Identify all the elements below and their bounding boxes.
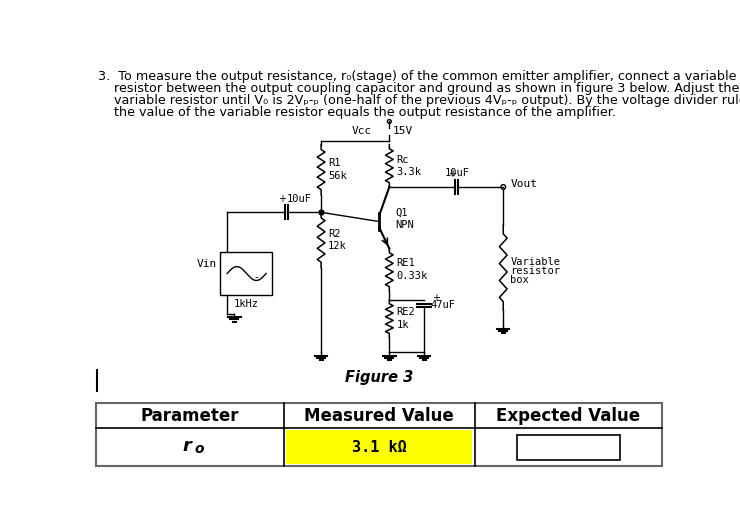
Text: 47uF: 47uF <box>431 301 455 311</box>
Text: +: + <box>432 293 440 303</box>
Text: resistor between the output coupling capacitor and ground as shown in figure 3 b: resistor between the output coupling cap… <box>98 82 739 95</box>
Text: Measured Value: Measured Value <box>304 407 454 425</box>
Text: Vout: Vout <box>511 179 538 189</box>
Bar <box>286 430 472 464</box>
Text: 1kHz: 1kHz <box>234 299 259 310</box>
Text: 3.  To measure the output resistance, r₀(stage) of the common emitter amplifier,: 3. To measure the output resistance, r₀(… <box>98 70 736 83</box>
Text: +: + <box>278 194 286 204</box>
Text: Vcc: Vcc <box>352 126 372 136</box>
Text: Expected Value: Expected Value <box>497 407 640 425</box>
Text: +: + <box>448 169 456 179</box>
Text: Figure 3: Figure 3 <box>345 370 414 385</box>
Text: resistor: resistor <box>510 266 560 276</box>
Text: Parameter: Parameter <box>141 407 240 425</box>
Bar <box>517 435 620 460</box>
Text: 15V: 15V <box>393 126 414 136</box>
Text: 3.1 kΩ: 3.1 kΩ <box>352 440 406 455</box>
Text: the value of the variable resistor equals the output resistance of the amplifier: the value of the variable resistor equal… <box>98 106 616 119</box>
Bar <box>221 252 272 295</box>
Text: Q1
NPN: Q1 NPN <box>395 208 414 230</box>
Text: box: box <box>510 275 529 285</box>
Text: R1
56k: R1 56k <box>328 158 347 181</box>
Text: -: - <box>255 272 259 281</box>
Text: Variable: Variable <box>510 256 560 267</box>
Text: 10uF: 10uF <box>444 168 469 178</box>
Text: RE1
0.33k: RE1 0.33k <box>397 259 428 281</box>
Text: variable resistor until V₀ is 2Vₚ‐ₚ (one-half of the previous 4Vₚ‐ₚ output). By : variable resistor until V₀ is 2Vₚ‐ₚ (one… <box>98 94 740 107</box>
Bar <box>96 403 662 466</box>
Text: o: o <box>194 442 204 457</box>
Text: 10uF: 10uF <box>286 194 312 204</box>
Text: Rc
3.3k: Rc 3.3k <box>397 155 421 177</box>
Text: Vin: Vin <box>196 259 217 269</box>
Text: RE2
1k: RE2 1k <box>397 307 415 330</box>
Text: R2
12k: R2 12k <box>328 229 347 251</box>
Text: r: r <box>183 438 192 456</box>
